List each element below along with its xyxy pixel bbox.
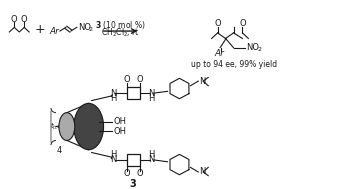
Text: $\mathbf{3}$: $\mathbf{3}$ (129, 177, 137, 189)
Text: O: O (11, 15, 18, 23)
Text: O: O (239, 19, 246, 28)
Text: O: O (136, 75, 143, 84)
Text: 4: 4 (56, 146, 62, 155)
Text: Ar: Ar (215, 49, 225, 58)
Text: N: N (148, 155, 155, 164)
Text: up to 94 ee, 99% yield: up to 94 ee, 99% yield (191, 60, 277, 69)
Text: H: H (110, 94, 117, 103)
Text: N: N (148, 89, 155, 98)
Text: O: O (136, 169, 143, 178)
Polygon shape (220, 39, 227, 48)
Text: N: N (199, 167, 206, 177)
Text: CH$_2$Cl$_2$, rt: CH$_2$Cl$_2$, rt (101, 27, 140, 39)
Text: NO: NO (246, 43, 260, 52)
Text: N: N (110, 155, 117, 164)
Text: O: O (21, 15, 28, 23)
Text: OH: OH (113, 117, 127, 126)
Text: O: O (124, 169, 130, 178)
Text: H: H (148, 94, 155, 103)
Bar (127, 87, 140, 99)
Text: O: O (214, 19, 221, 28)
Text: $t_{tt}$: $t_{tt}$ (49, 121, 58, 132)
Text: 2: 2 (257, 47, 261, 52)
Bar (127, 154, 140, 166)
Text: Ar: Ar (49, 27, 59, 36)
Text: 2: 2 (89, 27, 93, 32)
Text: +: + (35, 23, 45, 36)
Text: N: N (199, 77, 206, 86)
Text: N: N (110, 89, 117, 98)
Ellipse shape (59, 113, 75, 140)
Text: NO: NO (78, 23, 91, 32)
Text: $\mathbf{3}$ (10 mol %): $\mathbf{3}$ (10 mol %) (95, 19, 146, 32)
Ellipse shape (74, 103, 103, 150)
Text: H: H (148, 150, 155, 159)
Text: O: O (124, 75, 130, 84)
Text: H: H (110, 150, 117, 159)
Text: OH: OH (113, 127, 127, 136)
